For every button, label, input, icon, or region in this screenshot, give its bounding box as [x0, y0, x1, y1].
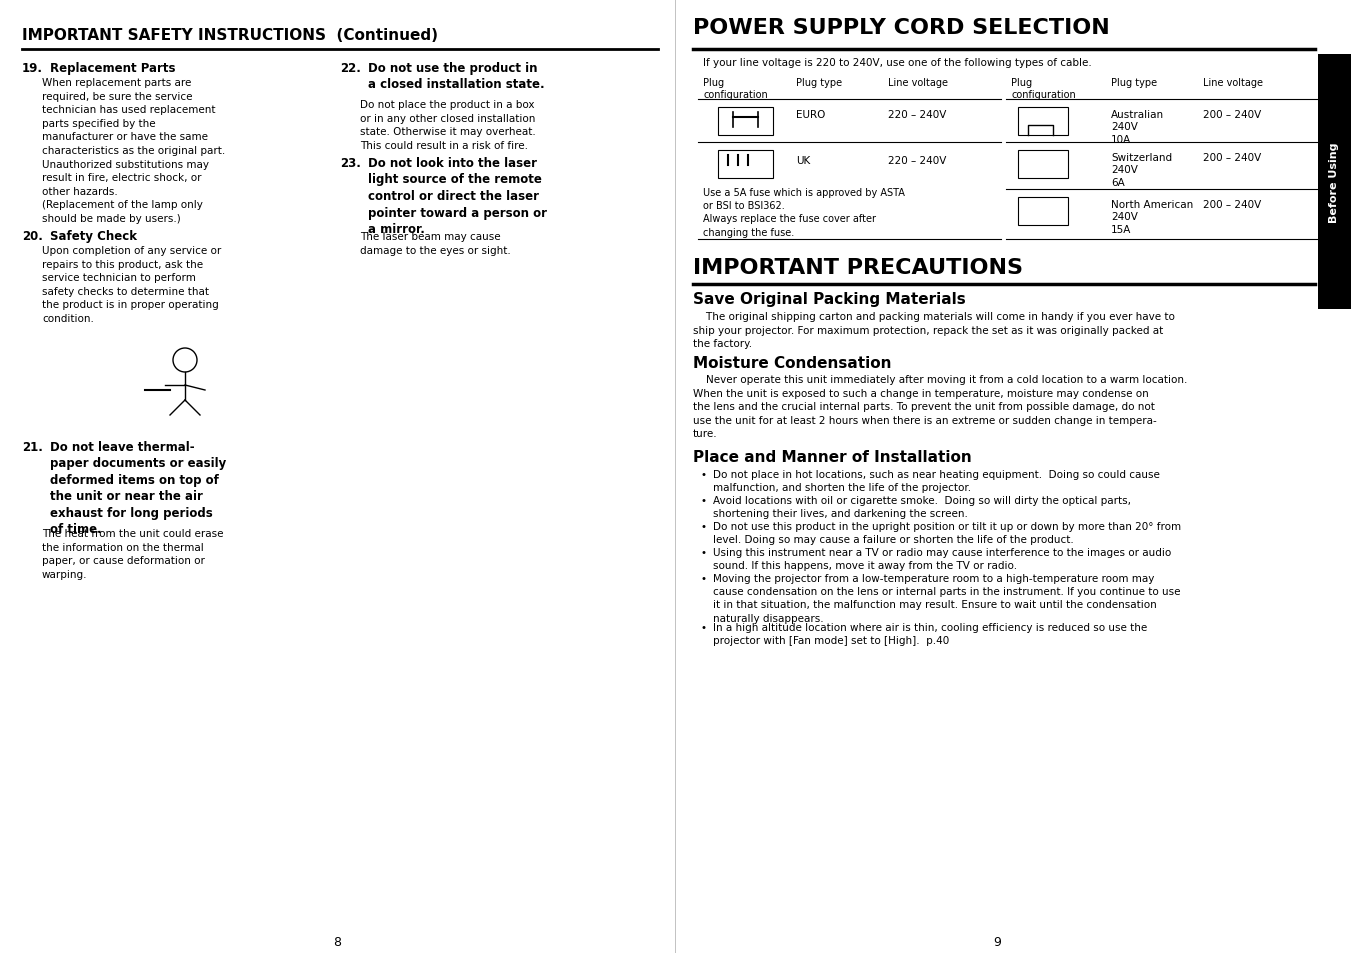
Text: Do not place in hot locations, such as near heating equipment.  Doing so could c: Do not place in hot locations, such as n…	[713, 470, 1161, 493]
Text: •: •	[701, 470, 707, 479]
Text: 23.: 23.	[340, 157, 361, 170]
Text: Line voltage: Line voltage	[1202, 78, 1263, 88]
Text: Before Using: Before Using	[1329, 142, 1339, 222]
Text: Do not use the product in
a closed installation state.: Do not use the product in a closed insta…	[367, 62, 544, 91]
Text: 19.: 19.	[22, 62, 43, 75]
Text: Moisture Condensation: Moisture Condensation	[693, 355, 892, 371]
Text: In a high altitude location where air is thin, cooling efficiency is reduced so : In a high altitude location where air is…	[713, 622, 1147, 645]
Text: •: •	[701, 574, 707, 583]
Text: Replacement Parts: Replacement Parts	[50, 62, 176, 75]
Bar	[717, 151, 773, 179]
Text: •: •	[701, 547, 707, 558]
Text: POWER SUPPLY CORD SELECTION: POWER SUPPLY CORD SELECTION	[693, 18, 1109, 38]
Text: EURO: EURO	[796, 110, 825, 120]
Text: Save Original Packing Materials: Save Original Packing Materials	[693, 292, 966, 307]
Text: 8: 8	[332, 935, 340, 948]
Bar	[1019, 108, 1069, 136]
Text: Do not place the product in a box
or in any other closed installation
state. Oth: Do not place the product in a box or in …	[359, 100, 536, 151]
Bar	[1319, 55, 1351, 310]
Text: •: •	[701, 622, 707, 633]
Text: 200 – 240V: 200 – 240V	[1202, 110, 1262, 120]
Text: Place and Manner of Installation: Place and Manner of Installation	[693, 450, 971, 464]
Text: The laser beam may cause
damage to the eyes or sight.: The laser beam may cause damage to the e…	[359, 232, 511, 255]
Bar	[717, 108, 773, 136]
Text: 200 – 240V: 200 – 240V	[1202, 152, 1262, 163]
Text: IMPORTANT SAFETY INSTRUCTIONS  (Continued): IMPORTANT SAFETY INSTRUCTIONS (Continued…	[22, 28, 438, 43]
Text: •: •	[701, 521, 707, 532]
Text: Do not leave thermal-
paper documents or easily
deformed items on top of
the uni: Do not leave thermal- paper documents or…	[50, 440, 226, 536]
Text: 22.: 22.	[340, 62, 361, 75]
Text: Switzerland
240V
6A: Switzerland 240V 6A	[1111, 152, 1173, 188]
Text: 200 – 240V: 200 – 240V	[1202, 200, 1262, 210]
Text: Plug
configuration: Plug configuration	[1011, 78, 1075, 100]
Text: 220 – 240V: 220 – 240V	[888, 156, 946, 166]
Text: UK: UK	[796, 156, 811, 166]
Text: Plug type: Plug type	[1111, 78, 1156, 88]
Bar	[1019, 198, 1069, 226]
Text: 20.: 20.	[22, 230, 43, 243]
Bar	[1019, 151, 1069, 179]
Text: Line voltage: Line voltage	[888, 78, 948, 88]
Text: Avoid locations with oil or cigarette smoke.  Doing so will dirty the optical pa: Avoid locations with oil or cigarette sm…	[713, 496, 1131, 518]
Text: Use a 5A fuse which is approved by ASTA
or BSI to BSI362.
Always replace the fus: Use a 5A fuse which is approved by ASTA …	[703, 188, 905, 237]
Text: When replacement parts are
required, be sure the service
technician has used rep: When replacement parts are required, be …	[42, 78, 226, 224]
Text: Plug type: Plug type	[796, 78, 842, 88]
Text: The heat from the unit could erase
the information on the thermal
paper, or caus: The heat from the unit could erase the i…	[42, 529, 223, 579]
Text: Plug
configuration: Plug configuration	[703, 78, 767, 100]
Text: Using this instrument near a TV or radio may cause interference to the images or: Using this instrument near a TV or radio…	[713, 547, 1171, 571]
Text: IMPORTANT PRECAUTIONS: IMPORTANT PRECAUTIONS	[693, 257, 1023, 277]
Text: Safety Check: Safety Check	[50, 230, 136, 243]
Text: •: •	[701, 496, 707, 505]
Text: 220 – 240V: 220 – 240V	[888, 110, 946, 120]
Text: Do not use this product in the upright position or tilt it up or down by more th: Do not use this product in the upright p…	[713, 521, 1181, 544]
Text: Moving the projector from a low-temperature room to a high-temperature room may
: Moving the projector from a low-temperat…	[713, 574, 1181, 623]
Text: 21.: 21.	[22, 440, 43, 454]
Text: Do not look into the laser
light source of the remote
control or direct the lase: Do not look into the laser light source …	[367, 157, 547, 235]
Text: Australian
240V
10A: Australian 240V 10A	[1111, 110, 1165, 145]
Text: Never operate this unit immediately after moving it from a cold location to a wa: Never operate this unit immediately afte…	[693, 375, 1188, 439]
Text: 9: 9	[993, 935, 1001, 948]
Text: North American
240V
15A: North American 240V 15A	[1111, 200, 1193, 234]
Text: If your line voltage is 220 to 240V, use one of the following types of cable.: If your line voltage is 220 to 240V, use…	[703, 58, 1092, 68]
Text: Upon completion of any service or
repairs to this product, ask the
service techn: Upon completion of any service or repair…	[42, 246, 222, 324]
Text: The original shipping carton and packing materials will come in handy if you eve: The original shipping carton and packing…	[693, 312, 1175, 349]
